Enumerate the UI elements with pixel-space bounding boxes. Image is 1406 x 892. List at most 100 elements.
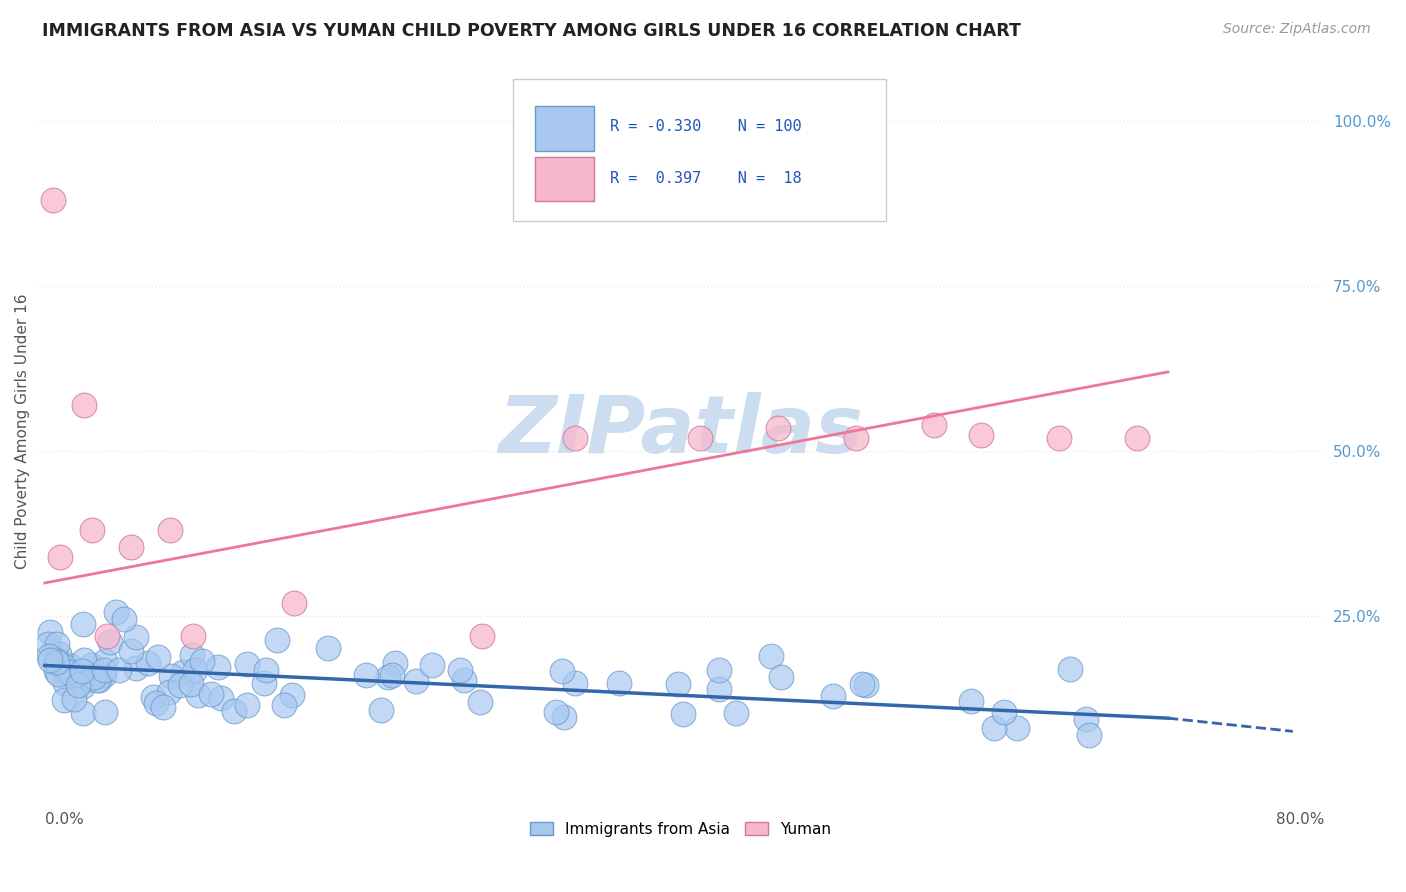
Point: [96, 629, 118, 643]
Point: [993, 705, 1015, 719]
Point: [93, 668, 115, 682]
Point: [384, 656, 406, 670]
Point: [98, 635, 121, 649]
Point: [66, 678, 89, 692]
Point: [72, 653, 94, 667]
Point: [184, 663, 207, 677]
Point: [266, 633, 288, 648]
Point: [922, 417, 945, 432]
Point: [607, 675, 630, 690]
Point: [80, 658, 103, 673]
FancyBboxPatch shape: [513, 79, 886, 221]
Y-axis label: Child Poverty Among Girls Under 16: Child Poverty Among Girls Under 16: [15, 293, 30, 569]
Point: [845, 431, 868, 445]
Point: [235, 657, 257, 671]
Point: [316, 641, 339, 656]
Point: [142, 690, 165, 705]
Point: [45, 650, 67, 665]
Text: ZIPatlas: ZIPatlas: [498, 392, 863, 470]
Point: [83, 670, 105, 684]
Point: [851, 677, 873, 691]
Point: [45, 664, 67, 678]
Point: [157, 685, 180, 699]
Text: R =  0.397    N =  18: R = 0.397 N = 18: [610, 171, 801, 186]
Point: [79, 672, 101, 686]
Point: [211, 691, 233, 706]
Point: [80, 523, 103, 537]
Point: [370, 703, 392, 717]
FancyBboxPatch shape: [536, 106, 595, 151]
Point: [564, 676, 586, 690]
Point: [72, 616, 94, 631]
Text: Source: ZipAtlas.com: Source: ZipAtlas.com: [1223, 22, 1371, 37]
Point: [283, 596, 305, 610]
Point: [41, 194, 63, 208]
Point: [470, 629, 492, 643]
Point: [544, 705, 567, 719]
Point: [187, 689, 209, 703]
Point: [48, 667, 70, 681]
Point: [823, 689, 845, 703]
Point: [200, 687, 222, 701]
Point: [468, 695, 491, 709]
Point: [145, 696, 167, 710]
Point: [564, 431, 586, 445]
Point: [114, 611, 136, 625]
Point: [550, 665, 572, 679]
Legend: Immigrants from Asia, Yuman: Immigrants from Asia, Yuman: [522, 814, 839, 845]
Point: [724, 706, 747, 721]
Point: [160, 669, 183, 683]
Point: [1059, 662, 1081, 676]
Point: [766, 421, 789, 435]
Point: [207, 660, 229, 674]
Point: [354, 667, 377, 681]
Point: [761, 649, 783, 664]
FancyBboxPatch shape: [536, 157, 595, 202]
Point: [222, 704, 245, 718]
Point: [38, 649, 60, 664]
Point: [1074, 713, 1097, 727]
Point: [666, 677, 689, 691]
Point: [38, 624, 60, 639]
Point: [86, 673, 108, 687]
Point: [39, 653, 62, 667]
Point: [1126, 431, 1149, 445]
Point: [49, 549, 72, 564]
Point: [58, 665, 80, 679]
Point: [172, 665, 194, 680]
Point: [970, 427, 993, 442]
Point: [280, 688, 302, 702]
Point: [62, 669, 84, 683]
Point: [124, 661, 146, 675]
Text: IMMIGRANTS FROM ASIA VS YUMAN CHILD POVERTY AMONG GIRLS UNDER 16 CORRELATION CHA: IMMIGRANTS FROM ASIA VS YUMAN CHILD POVE…: [42, 22, 1021, 40]
Point: [105, 605, 128, 619]
Point: [855, 677, 877, 691]
Point: [120, 644, 142, 658]
Point: [689, 431, 711, 445]
Point: [180, 677, 202, 691]
Point: [46, 637, 69, 651]
Point: [159, 523, 181, 537]
Point: [44, 653, 66, 667]
Point: [53, 693, 76, 707]
Point: [1078, 727, 1101, 741]
Point: [273, 698, 295, 712]
Point: [148, 650, 170, 665]
Point: [553, 710, 575, 724]
Point: [236, 698, 259, 713]
Point: [53, 675, 76, 690]
Point: [45, 655, 67, 669]
Point: [125, 630, 148, 644]
Point: [87, 673, 110, 687]
Point: [46, 657, 69, 671]
Point: [67, 667, 90, 681]
Point: [94, 706, 117, 720]
Point: [1047, 431, 1070, 445]
Point: [107, 663, 129, 677]
Point: [48, 647, 70, 661]
Point: [138, 657, 160, 671]
Text: 0.0%: 0.0%: [45, 812, 83, 827]
Point: [37, 637, 59, 651]
Point: [169, 678, 191, 692]
Point: [453, 673, 475, 687]
